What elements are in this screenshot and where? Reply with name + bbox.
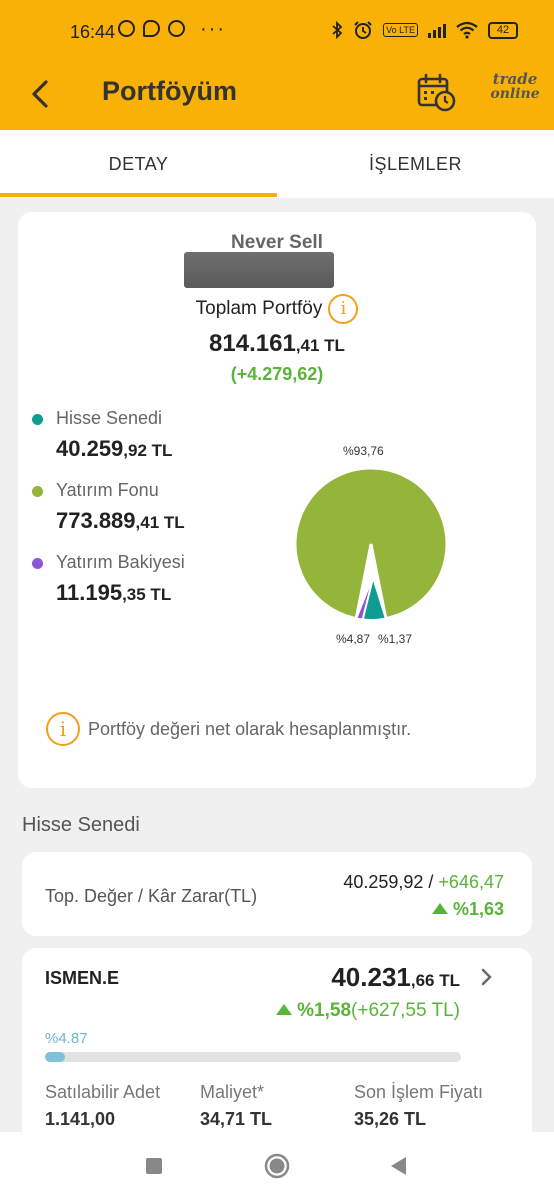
system-nav-bar	[0, 1132, 554, 1200]
total-value-pl-label: Top. Değer / Kâr Zarar(TL)	[45, 886, 258, 906]
holding-card[interactable]: ISMEN.E 40.231,66 TL %1,58(+627,55 TL) %…	[22, 948, 532, 1148]
up-arrow-icon	[276, 1004, 293, 1015]
holding-weight-bar	[45, 1052, 461, 1062]
cost: Maliyet* 34,71 TL	[200, 1082, 273, 1129]
pie-slice-balance	[354, 573, 375, 621]
total-portfolio-value: 814.161,41 TL	[209, 330, 345, 357]
info-icon: i	[46, 712, 80, 746]
status-time: 16:44	[70, 22, 116, 42]
section-title: Hisse Senedi	[22, 814, 140, 836]
back-arrow-icon[interactable]	[22, 72, 62, 116]
recents-square-icon[interactable]	[144, 1156, 164, 1176]
tab-bar: DETAY İŞLEMLER	[0, 130, 554, 198]
pie-svg	[293, 466, 449, 621]
back-triangle-icon[interactable]	[388, 1154, 410, 1178]
battery-icon: 42	[488, 21, 518, 39]
holding-change: %1,58(+627,55 TL)	[276, 1000, 460, 1022]
portfolio-summary-card: Never Sell Toplam Portföy i 814.161,41 T…	[18, 212, 536, 788]
signal-icon	[428, 22, 446, 38]
status-bar: 16:44 ··· Vo LTE 42	[0, 0, 554, 62]
redacted-account-number	[184, 252, 334, 288]
page-title: Portföyüm	[102, 76, 237, 106]
pie-slice-fund	[293, 466, 449, 621]
tab-detay[interactable]: DETAY	[108, 154, 169, 174]
app-bar: Portföyüm trade online	[0, 62, 554, 130]
up-arrow-icon	[431, 903, 448, 914]
last-price: Son İşlem Fiyatı 35,26 TL	[354, 1082, 484, 1129]
pie-label-fund: %93,76	[343, 444, 384, 458]
whatsapp-icon	[118, 20, 135, 37]
total-portfolio-label: Toplam Portföy	[195, 298, 323, 319]
account-name: Never Sell	[231, 232, 323, 253]
pie-label-balance: %1,37	[378, 632, 413, 646]
volte-badge: Vo LTE	[383, 23, 418, 37]
legend-dot	[32, 486, 43, 497]
stock-total-pl: +646,47	[438, 872, 504, 892]
holding-weight-fill	[45, 1052, 66, 1062]
trade-online-logo: trade online	[490, 70, 540, 102]
stock-total-card: Top. Değer / Kâr Zarar(TL) 40.259,92 / +…	[22, 852, 532, 936]
allocation-pie-chart: %93,76 %4,87 %1,37	[288, 432, 458, 662]
chevron-right-icon[interactable]	[476, 966, 498, 988]
info-icon[interactable]: i	[328, 294, 359, 324]
media-icon	[168, 20, 185, 37]
legend-dot	[32, 558, 43, 569]
overflow-dots: ···	[200, 18, 226, 40]
pie-label-stock: %4,87	[336, 632, 371, 646]
holding-weight-label: %4.87	[45, 1030, 88, 1047]
bluetooth-icon	[332, 21, 343, 39]
stock-total-pct: %1,63	[452, 899, 504, 919]
active-tab-indicator	[0, 193, 277, 197]
net-value-note: i Portföy değeri net olarak hesaplanmışt…	[46, 712, 411, 746]
tab-islemler[interactable]: İŞLEMLER	[368, 154, 463, 174]
home-circle-icon[interactable]	[263, 1152, 291, 1180]
holding-value: 40.231,66 TL	[331, 962, 460, 992]
stock-total-value: 40.259,92	[343, 872, 424, 892]
legend-dot	[32, 414, 43, 425]
total-portfolio-change: (+4.279,62)	[230, 364, 324, 384]
calendar-clock-icon[interactable]	[414, 70, 458, 114]
sellable-quantity: Satılabilir Adet 1.141,00	[45, 1082, 161, 1129]
chat-bubble-icon	[143, 20, 160, 37]
holding-symbol: ISMEN.E	[45, 968, 120, 988]
wifi-icon	[456, 21, 478, 39]
alarm-icon	[354, 21, 372, 39]
